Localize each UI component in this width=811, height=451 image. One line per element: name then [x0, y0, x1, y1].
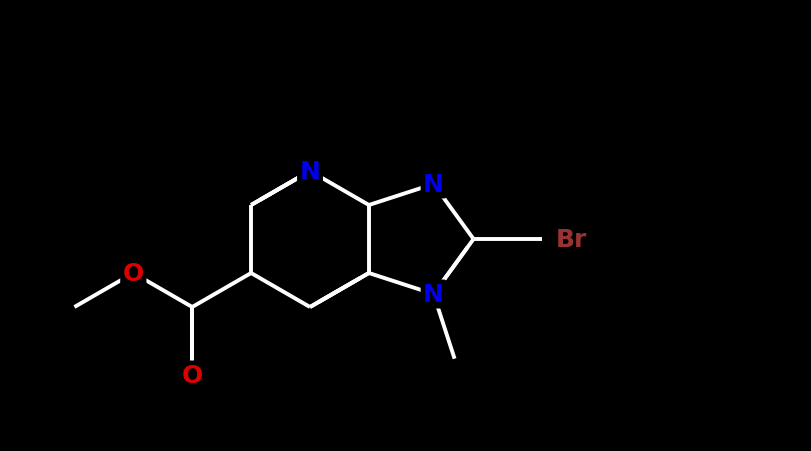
Text: N: N [299, 160, 320, 184]
Text: O: O [122, 262, 144, 285]
Text: N: N [423, 282, 444, 306]
Text: Br: Br [556, 227, 587, 252]
Text: N: N [423, 173, 444, 197]
Text: O: O [182, 363, 203, 387]
